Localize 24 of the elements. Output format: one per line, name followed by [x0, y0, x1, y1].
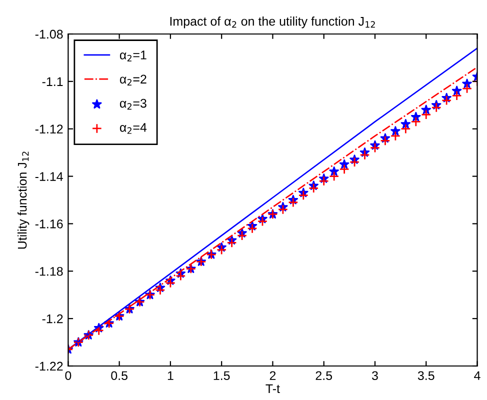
y-tick-label: -1.08: [35, 30, 63, 39]
x-tick-label: 1: [168, 371, 174, 380]
y-tick-label: -1.14: [35, 172, 63, 181]
x-tick-label: 0.5: [111, 371, 128, 380]
legend-label: α$_{2}$=2: [120, 74, 146, 86]
y-tick-label: -1.12: [35, 124, 63, 134]
x-axis-title: T-t: [266, 384, 280, 394]
x-tick-label: 3: [372, 371, 378, 380]
x-tick-label: 2.5: [316, 371, 332, 380]
y-tick-label: -1.1: [42, 77, 63, 86]
legend-label: α$_{2}$=3: [120, 98, 146, 110]
legend-label: α$_{2}$=4: [120, 123, 147, 134]
y-tick-label: -1.22: [35, 362, 63, 371]
x-tick-label: 1.5: [214, 371, 230, 380]
x-tick-label: 3.5: [418, 371, 434, 380]
chart-title: Impact of α$_{2}$ on the utility function J$_{12}$: [170, 16, 375, 28]
y-tick-label: -1.2: [42, 314, 63, 324]
y-tick-label: -1.18: [35, 266, 63, 276]
x-tick-label: 4: [474, 371, 480, 380]
y-axis-title: Utility function J$_{12}$: [18, 152, 30, 249]
x-tick-label: 2: [270, 371, 276, 380]
x-tick-label: 0: [65, 371, 72, 380]
legend-label: α$_{2}$=1: [120, 50, 146, 62]
y-tick-label: -1.16: [35, 220, 63, 228]
